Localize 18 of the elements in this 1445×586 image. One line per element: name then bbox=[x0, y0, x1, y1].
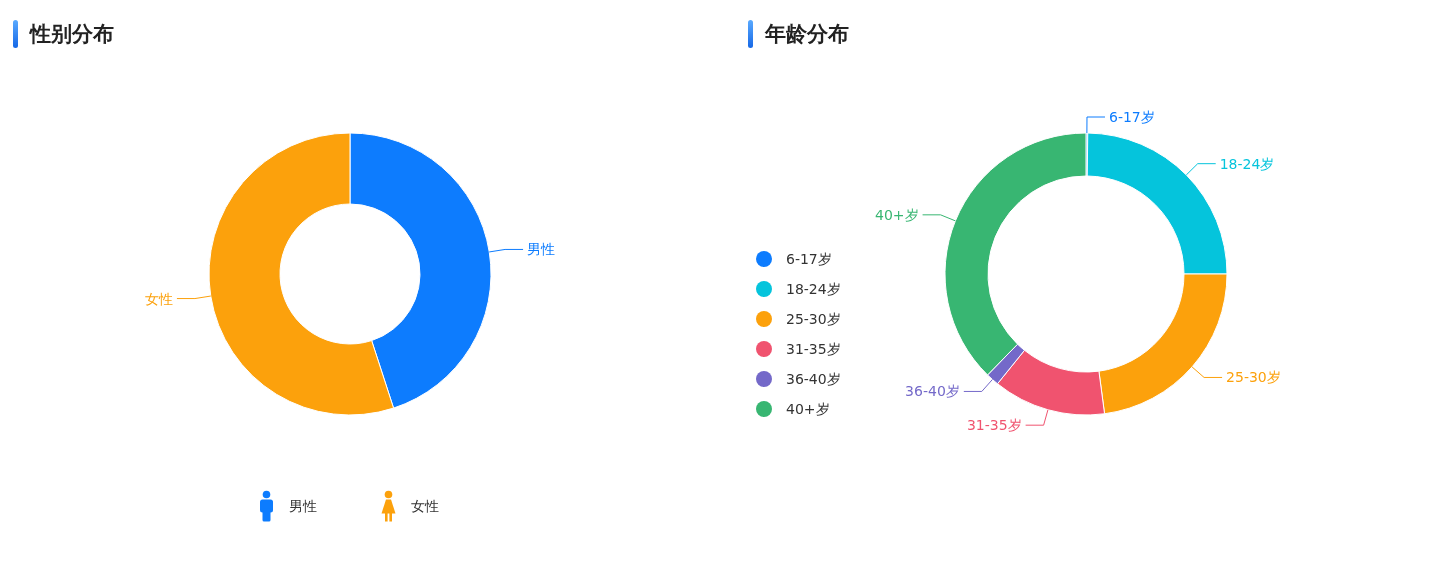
slice-label: 6-17岁 bbox=[1108, 109, 1155, 125]
legend-label: 36-40岁 bbox=[786, 371, 841, 387]
legend-label: 31-35岁 bbox=[786, 341, 841, 357]
slice-label: 36-40岁 bbox=[905, 383, 960, 400]
legend-label: 女性 bbox=[411, 498, 439, 514]
slice-label: 40+岁 bbox=[875, 206, 919, 223]
slice-label: 25-30岁 bbox=[1226, 369, 1281, 386]
legend-label: 25-30岁 bbox=[786, 311, 841, 327]
slice-label: 18-24岁 bbox=[1219, 155, 1275, 172]
slice-label: 男性 bbox=[527, 241, 556, 258]
chart-title: 性别分布 bbox=[28, 22, 114, 46]
legend-label: 6-17岁 bbox=[786, 251, 832, 267]
slice-label: 女性 bbox=[144, 290, 173, 307]
legend-label: 18-24岁 bbox=[786, 281, 841, 297]
legend-label: 40+岁 bbox=[786, 401, 830, 417]
chart-title: 年龄分布 bbox=[764, 22, 849, 46]
legend-label: 男性 bbox=[289, 498, 317, 514]
slice-label: 31-35岁 bbox=[966, 417, 1022, 434]
